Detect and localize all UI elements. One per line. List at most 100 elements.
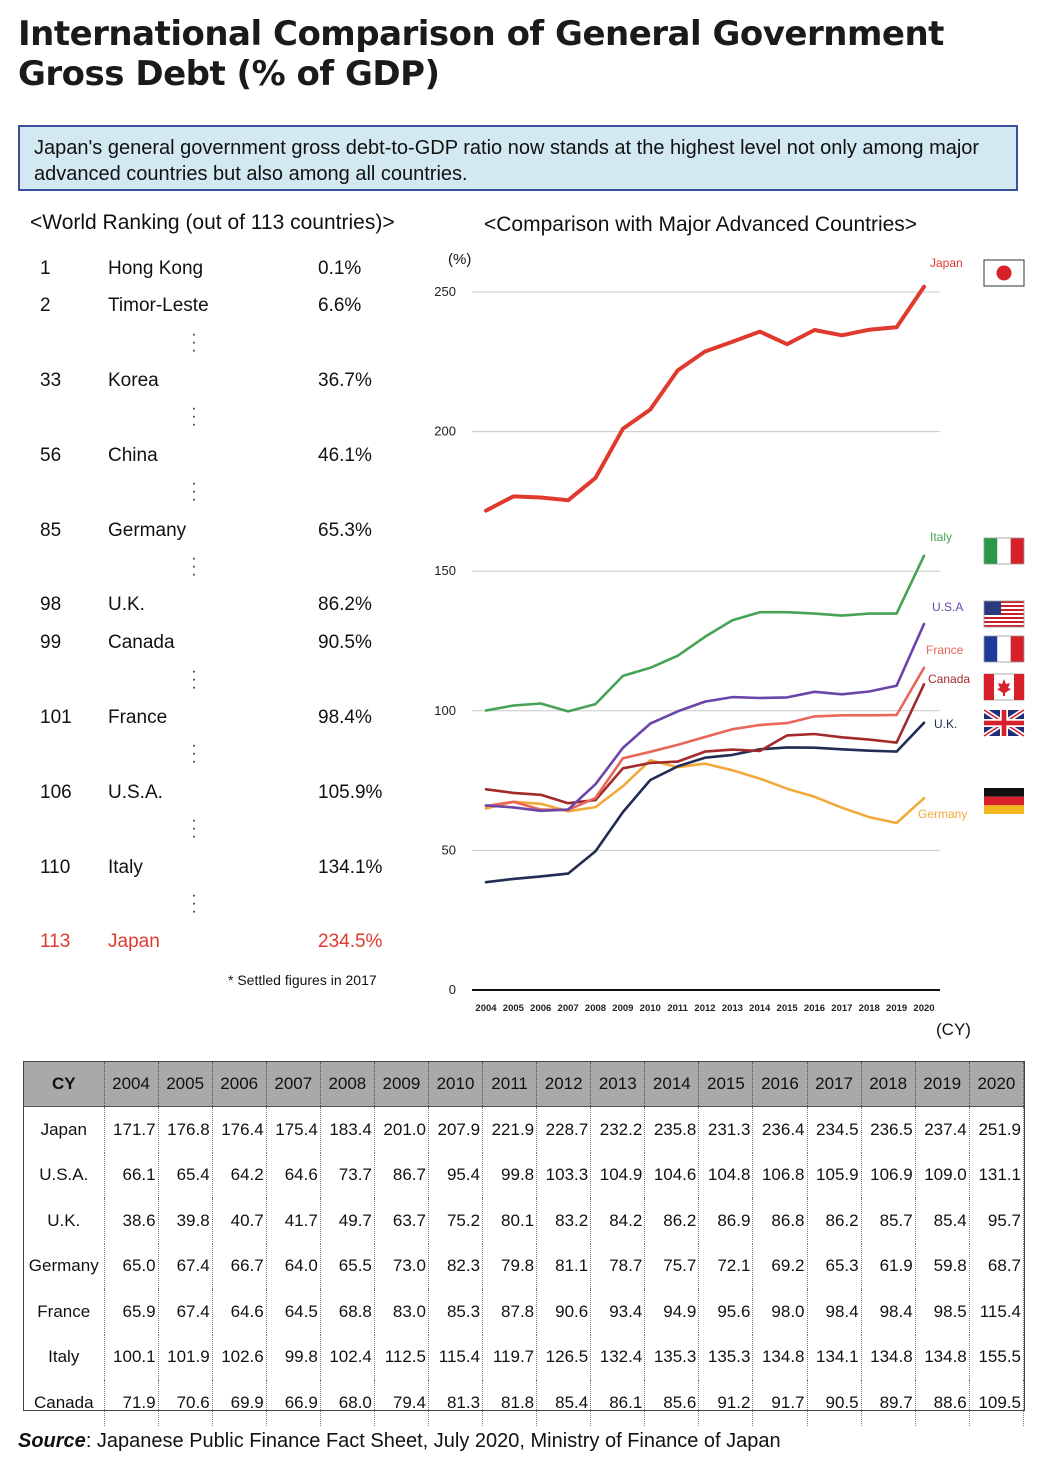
ellipsis-dots: · · ·	[191, 475, 197, 508]
series-label: France	[926, 643, 964, 657]
ranking-row: 33 Korea 36.7%	[0, 370, 420, 396]
table-cell: 75.7	[644, 1243, 700, 1289]
x-tick-label: 2013	[722, 1003, 743, 1014]
canada-flag	[983, 673, 1025, 701]
table-cell: 100.1	[104, 1334, 159, 1380]
table-cell: 102.6	[212, 1334, 267, 1380]
ellipsis-dots: · · ·	[191, 812, 197, 845]
table-cell: 95.7	[969, 1198, 1025, 1244]
table-cell: 89.7	[861, 1380, 916, 1426]
table-cell: 134.8	[915, 1334, 970, 1380]
series-line-canada	[484, 682, 926, 805]
row-label: U.S.A.	[24, 1152, 105, 1198]
series-label: U.K.	[934, 717, 957, 731]
rank-country: Canada	[108, 632, 175, 653]
ranking-row: 110 Italy 134.1%	[0, 857, 420, 883]
table-row: Germany 65.0 67.4 66.7 64.0 65.5 73.0 82.3 79.8 8…	[24, 1243, 1025, 1289]
table-cell: 236.5	[861, 1106, 916, 1153]
rank-value: 86.2%	[318, 594, 372, 615]
table-cell: 85.6	[644, 1380, 700, 1426]
table-cell: 251.9	[969, 1106, 1025, 1153]
table-cell: 175.4	[266, 1106, 321, 1153]
rank-value: 46.1%	[318, 445, 372, 466]
comparison-heading: <Comparison with Major Advanced Countrie…	[484, 213, 918, 236]
source-label: Source	[18, 1430, 86, 1452]
year-header: 2013	[590, 1062, 646, 1107]
ranking-row: 99 Canada 90.5%	[0, 632, 420, 658]
year-header: 2012	[536, 1062, 592, 1107]
rank-value: 6.6%	[318, 295, 362, 316]
germany-flag	[984, 788, 1024, 814]
rank-value: 134.1%	[318, 857, 383, 878]
y-tick-label: 100	[434, 703, 456, 718]
table-cell: 69.9	[212, 1380, 267, 1426]
rank-number: 101	[40, 707, 72, 728]
row-label: U.K.	[24, 1198, 105, 1244]
rank-country: Timor-Leste	[108, 295, 209, 316]
year-header: 2015	[698, 1062, 754, 1107]
rank-number: 106	[40, 782, 72, 803]
ellipsis-dots: · · ·	[191, 550, 197, 583]
table-cell: 66.7	[212, 1243, 267, 1289]
table-cell: 81.8	[482, 1380, 538, 1426]
x-tick-label: 2005	[503, 1003, 525, 1014]
rank-value: 36.7%	[318, 370, 372, 391]
table-cell: 64.6	[266, 1152, 321, 1198]
year-header: 2007	[266, 1062, 321, 1107]
table-cell: 83.2	[536, 1198, 592, 1244]
table-cell: 68.8	[320, 1289, 375, 1335]
table-cell: 106.8	[752, 1152, 808, 1198]
table-cell: 228.7	[536, 1106, 592, 1153]
table-cell: 64.2	[212, 1152, 267, 1198]
table-cell: 65.3	[807, 1243, 862, 1289]
table-cell: 79.8	[482, 1243, 538, 1289]
ranking-row: 2 Timor-Leste 6.6%	[0, 295, 420, 321]
year-header: 2010	[428, 1062, 484, 1107]
source-text: : Japanese Public Finance Fact Sheet, Ju…	[85, 1430, 781, 1452]
table-cell: 119.7	[482, 1334, 538, 1380]
rank-value: 65.3%	[318, 520, 372, 541]
table-cell: 66.9	[266, 1380, 321, 1426]
table-cell: 134.8	[861, 1334, 916, 1380]
rank-number: 113	[40, 931, 71, 952]
year-header: 2019	[915, 1062, 970, 1107]
year-header: 2011	[482, 1062, 538, 1107]
y-tick-label: 150	[434, 563, 456, 578]
series-line-italy	[484, 554, 926, 713]
table-cell: 134.8	[752, 1334, 808, 1380]
rank-country: Germany	[108, 520, 187, 541]
year-header: 2018	[861, 1062, 916, 1107]
table-cell: 135.3	[644, 1334, 700, 1380]
table-cell: 135.3	[698, 1334, 754, 1380]
table-cell: 231.3	[698, 1106, 754, 1153]
table-cell: 68.0	[320, 1380, 375, 1426]
x-axis-unit: (CY)	[936, 1020, 971, 1039]
x-tick-label: 2007	[558, 1003, 579, 1014]
table-cell: 99.8	[482, 1152, 538, 1198]
table-cell: 75.2	[428, 1198, 484, 1244]
table-cell: 106.9	[861, 1152, 916, 1198]
row-label: France	[24, 1289, 105, 1335]
table-cell: 236.4	[752, 1106, 808, 1153]
table-cell: 41.7	[266, 1198, 321, 1244]
x-tick-label: 2020	[913, 1003, 934, 1014]
table-cell: 98.5	[915, 1289, 970, 1335]
rank-country: France	[108, 707, 168, 728]
ranking-heading: <World Ranking (out of 113 countries)>	[30, 211, 395, 234]
table-row: U.S.A. 66.1 65.4 64.2 64.6 73.7 86.7 95.4 99.8 10…	[24, 1152, 1025, 1198]
table-cell: 101.9	[158, 1334, 213, 1380]
rank-number: 33	[40, 370, 62, 391]
table-cell: 104.6	[644, 1152, 700, 1198]
table-cell: 95.4	[428, 1152, 484, 1198]
table-cell: 84.2	[590, 1198, 646, 1244]
rank-country: Italy	[108, 857, 143, 878]
rank-value: 0.1%	[318, 258, 362, 279]
table-cell: 73.7	[320, 1152, 375, 1198]
x-tick-label: 2004	[475, 1003, 497, 1014]
x-tick-label: 2010	[640, 1003, 661, 1014]
table-cell: 105.9	[807, 1152, 862, 1198]
table-row: U.K. 38.6 39.8 40.7 41.7 49.7 63.7 75.2 80.1 83.2…	[24, 1198, 1025, 1244]
x-tick-label: 2008	[585, 1003, 606, 1014]
year-header: 2014	[644, 1062, 700, 1107]
table-cell: 95.6	[698, 1289, 754, 1335]
